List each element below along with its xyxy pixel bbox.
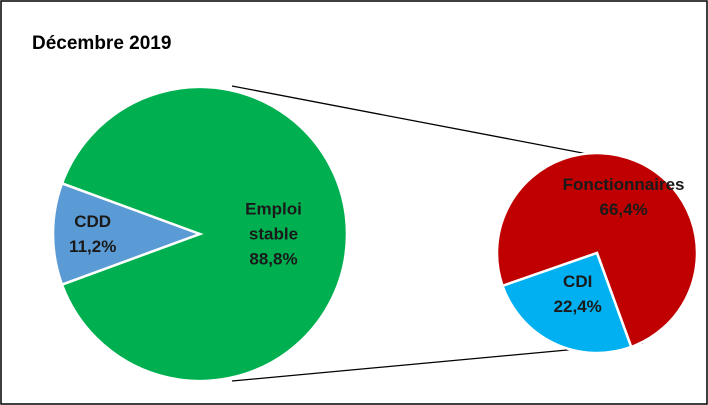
slice-label: Emploi stable 88,8% <box>234 197 314 272</box>
category-label: Fonctionnaires <box>562 174 685 194</box>
pie-slice <box>495 151 699 349</box>
value-label: 11,2% <box>69 237 117 256</box>
connector <box>231 85 594 156</box>
value-label: 22,4% <box>553 296 602 316</box>
category-label: CDD <box>74 212 112 231</box>
category-label: Emploi stable <box>245 199 302 244</box>
category-label: CDI <box>563 271 593 291</box>
pie-slice <box>60 85 349 383</box>
slice-label: Fonctionnaires 66,4% <box>563 172 685 222</box>
value-label: 88,8% <box>249 249 298 269</box>
pie-slice <box>51 181 204 287</box>
pie-slice <box>500 251 633 355</box>
slice-label: CDD 11,2% <box>69 209 116 259</box>
slice-label: CDI 22,4% <box>554 269 602 319</box>
value-label: 66,4% <box>599 199 648 219</box>
chart-title: Décembre 2019 <box>32 33 172 54</box>
